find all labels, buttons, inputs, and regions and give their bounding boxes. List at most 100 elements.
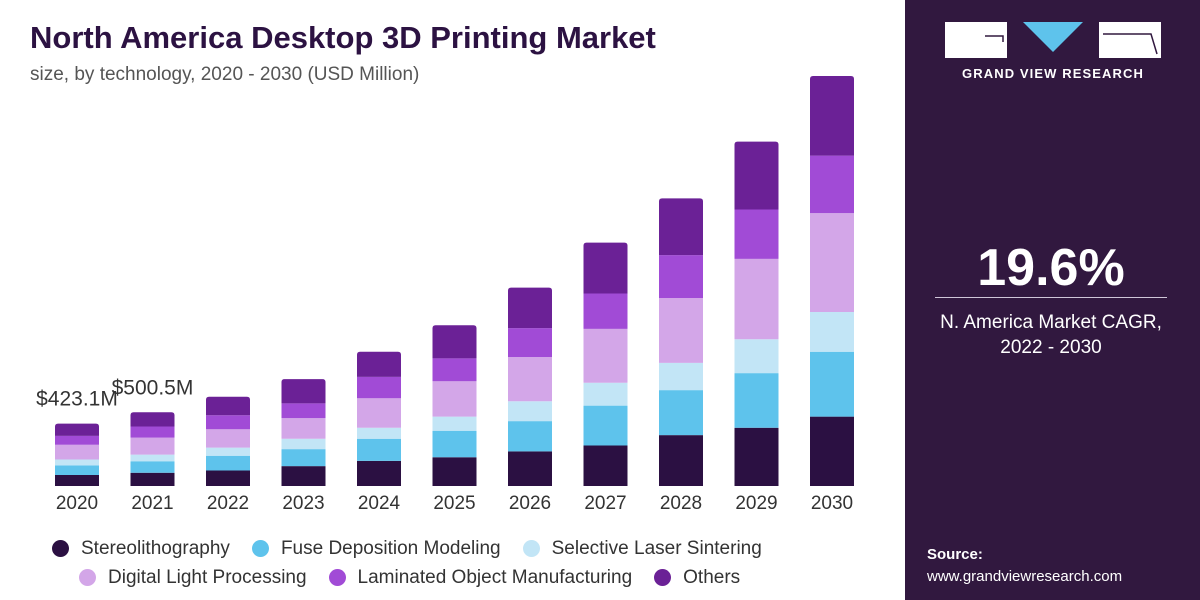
legend-label: Others — [683, 566, 741, 588]
legend-swatch — [251, 540, 269, 557]
gvr-logo-icon — [945, 22, 1161, 58]
bar-segment-2025-selective-laser-sintering — [432, 416, 477, 431]
bar-segment-2023-laminated-object-manufacturing — [281, 403, 326, 419]
bar-segment-2030-digital-light-processing — [810, 213, 854, 312]
bar-segment-2020-fuse-deposition-modeling — [55, 465, 99, 475]
bar-segment-2023-digital-light-processing — [281, 418, 326, 439]
legend-item-fuse-deposition-modeling: Fuse Deposition Modeling — [251, 537, 501, 560]
legend-item-laminated-object-manufacturing: Laminated Object Manufacturing — [328, 566, 633, 589]
bar-segment-2022-selective-laser-sintering — [206, 447, 250, 456]
bar-segment-2024-fuse-deposition-modeling — [357, 438, 401, 461]
x-tick-label-2027: 2027 — [584, 493, 626, 514]
bar-segment-2028-laminated-object-manufacturing — [659, 255, 703, 298]
bar-segment-2020-digital-light-processing — [55, 444, 99, 460]
bar-segment-2026-stereolithography — [508, 451, 552, 486]
stacked-bar-chart: 2020 2021 2022 2023 2024 2025 2026 2027 2028 2029… — [36, 75, 854, 514]
legend-row-2: Digital Light Processing Laminated Object… — [52, 563, 902, 592]
x-tick-label-2020: 2020 — [56, 493, 98, 514]
bar-segment-2025-fuse-deposition-modeling — [432, 430, 477, 458]
legend-item-stereolithography: Stereolithography — [52, 538, 230, 560]
source: Source: www.grandviewresearch.com — [927, 544, 1122, 588]
legend-label: Digital Light Processing — [108, 566, 307, 588]
cagr-divider — [935, 297, 1167, 298]
x-tick-label-2021: 2021 — [131, 493, 173, 514]
bar-segment-2027-fuse-deposition-modeling — [583, 405, 628, 446]
bar-segment-2027-laminated-object-manufacturing — [583, 293, 628, 329]
data-label-2020: $423.1M — [36, 388, 118, 411]
bar-segment-2022-laminated-object-manufacturing — [206, 415, 250, 430]
bar-segment-2029-selective-laser-sintering — [734, 339, 779, 374]
bar-segment-2027-others — [583, 242, 628, 294]
legend-label: Laminated Object Manufacturing — [357, 566, 633, 588]
bar-segment-2024-selective-laser-sintering — [357, 427, 401, 439]
bar-segment-2023-stereolithography — [281, 466, 326, 486]
chart-title: North America Desktop 3D Printing Market — [30, 20, 656, 55]
legend-row-1: Stereolithography Fuse Deposition Modelin… — [52, 534, 902, 563]
bar-segment-2021-digital-light-processing — [130, 437, 175, 455]
bar-segment-2022-others — [206, 396, 250, 416]
bar-segment-2022-stereolithography — [206, 470, 250, 486]
cagr-label-line-1: N. America Market CAGR, — [940, 312, 1162, 333]
bar-segment-2028-fuse-deposition-modeling — [659, 390, 703, 436]
cagr-label: N. America Market CAGR, 2022 - 2030 — [925, 310, 1177, 360]
bar-segment-2025-digital-light-processing — [432, 381, 477, 417]
legend: Stereolithography Fuse Deposition Modelin… — [52, 534, 902, 592]
legend-label: Stereolithography — [81, 537, 230, 559]
bar-segment-2026-others — [508, 287, 552, 329]
bar-segment-2021-selective-laser-sintering — [130, 454, 175, 462]
legend-item-selective-laser-sintering: Selective Laser Sintering — [522, 537, 762, 560]
bar-segment-2025-stereolithography — [432, 457, 477, 486]
bar-segment-2029-laminated-object-manufacturing — [734, 209, 779, 259]
bar-segment-2028-others — [659, 198, 703, 256]
legend-label: Fuse Deposition Modeling — [280, 537, 501, 559]
bar-segment-2024-laminated-object-manufacturing — [357, 376, 401, 399]
bar-segment-2030-laminated-object-manufacturing — [810, 155, 854, 214]
x-tick-label-2024: 2024 — [358, 493, 401, 514]
bar-segment-2027-selective-laser-sintering — [583, 382, 628, 406]
bar-segment-2026-digital-light-processing — [508, 356, 552, 402]
legend-swatch — [79, 569, 96, 586]
bar-segment-2020-others — [55, 423, 99, 436]
bar-segment-2023-fuse-deposition-modeling — [281, 449, 326, 467]
source-url[interactable]: www.grandviewresearch.com — [927, 568, 1123, 585]
bar-segment-2029-others — [734, 141, 779, 210]
chart-panel: North America Desktop 3D Printing Market… — [30, 20, 902, 592]
bar-segment-2025-others — [432, 325, 477, 359]
bar-segment-2020-laminated-object-manufacturing — [55, 435, 99, 445]
x-tick-label-2022: 2022 — [207, 493, 249, 514]
bar-segment-2027-stereolithography — [583, 445, 628, 486]
bar-segment-2028-digital-light-processing — [659, 297, 703, 363]
x-tick-label-2025: 2025 — [433, 493, 475, 514]
legend-item-others: Others — [654, 567, 740, 589]
bar-segment-2030-others — [810, 75, 854, 156]
bar-segment-2021-fuse-deposition-modeling — [130, 461, 175, 473]
bar-segment-2029-fuse-deposition-modeling — [734, 373, 779, 428]
bar-segment-2030-stereolithography — [810, 416, 854, 486]
cagr-value: 19.6% — [977, 239, 1125, 297]
x-tick-label-2028: 2028 — [660, 493, 702, 514]
legend-label: Selective Laser Sintering — [551, 537, 762, 559]
brand-panel: GRAND VIEW RESEARCH 19.6% N. America Mar… — [905, 0, 1200, 600]
x-tick-label-2026: 2026 — [509, 493, 551, 514]
bar-segment-2021-laminated-object-manufacturing — [130, 426, 175, 438]
x-tick-label-2030: 2030 — [811, 493, 853, 514]
x-tick-label-2023: 2023 — [282, 493, 324, 514]
x-tick-label-2029: 2029 — [735, 493, 777, 514]
bar-segment-2021-stereolithography — [130, 472, 175, 486]
bar-segment-2029-stereolithography — [734, 427, 779, 486]
bar-segment-2022-fuse-deposition-modeling — [206, 455, 250, 471]
bar-segment-2030-selective-laser-sintering — [810, 311, 854, 352]
bar-segment-2030-fuse-deposition-modeling — [810, 351, 854, 417]
bar-segment-2020-stereolithography — [55, 474, 99, 486]
bar-segment-2026-laminated-object-manufacturing — [508, 328, 552, 357]
bar-segment-2026-fuse-deposition-modeling — [508, 421, 552, 452]
bar-segment-2024-others — [357, 351, 401, 377]
bar-segment-2027-digital-light-processing — [583, 328, 628, 383]
bar-segment-2023-others — [281, 379, 326, 404]
cagr-label-line-2: 2022 - 2030 — [1000, 337, 1102, 358]
chart-subtitle: size, by technology, 2020 - 2030 (USD Mi… — [30, 64, 420, 85]
bar-segment-2021-others — [130, 412, 175, 427]
legend-swatch — [522, 540, 540, 557]
bar-segment-2022-digital-light-processing — [206, 429, 250, 448]
